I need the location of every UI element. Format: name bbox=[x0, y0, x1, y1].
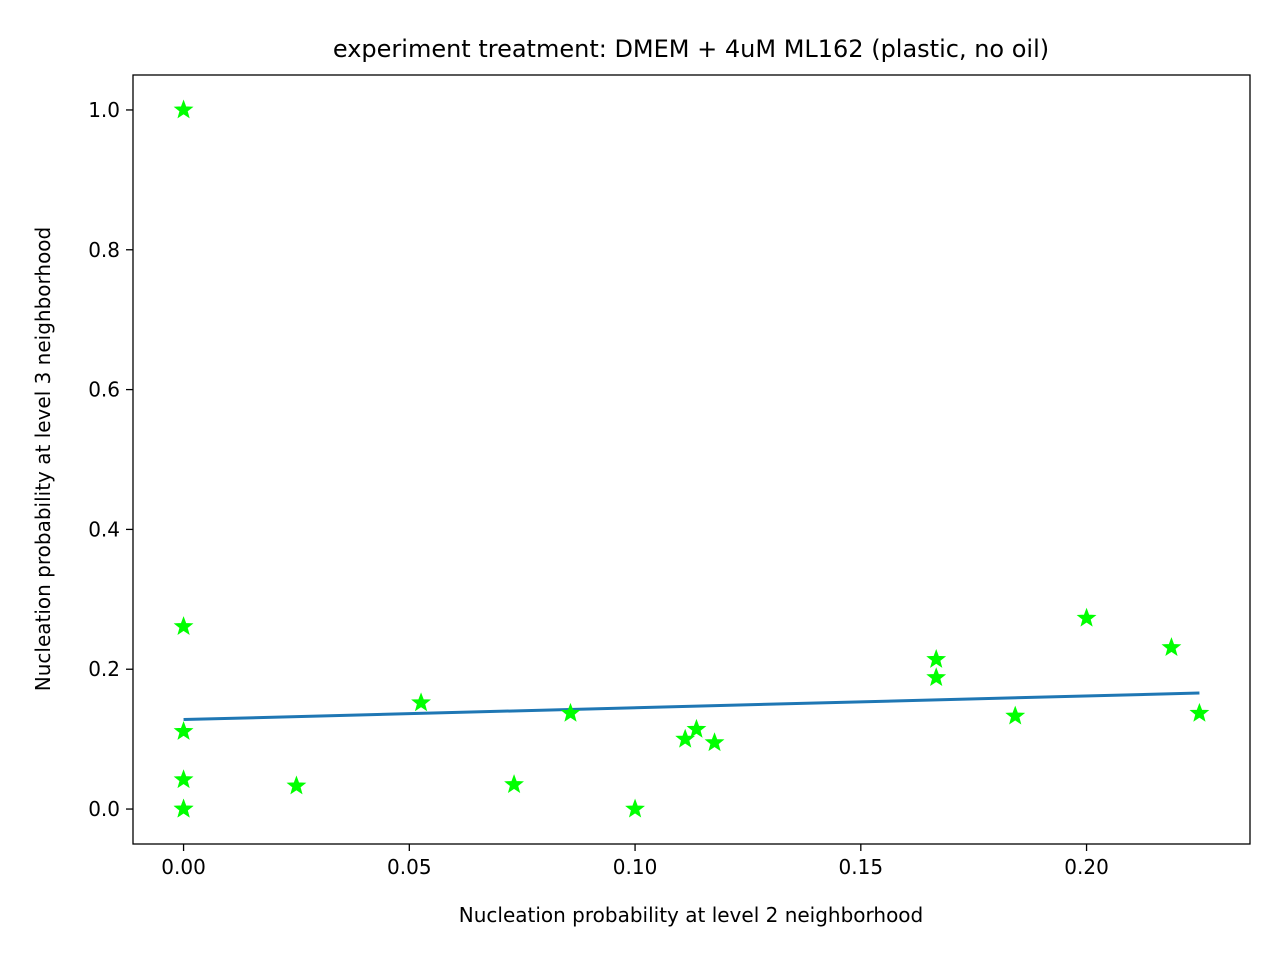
data-point bbox=[173, 616, 194, 636]
y-tick-label: 0.6 bbox=[88, 378, 120, 402]
y-tick-label: 0.0 bbox=[88, 797, 120, 821]
data-point bbox=[625, 798, 645, 818]
data-point bbox=[560, 702, 581, 722]
x-tick-label: 0.10 bbox=[613, 855, 658, 879]
data-point bbox=[704, 732, 725, 752]
x-tick-label: 0.00 bbox=[161, 855, 206, 879]
y-axis: 0.0 0.2 0.4 0.6 0.8 1.0 bbox=[88, 98, 133, 821]
y-axis-label: Nucleation probability at level 3 neighb… bbox=[31, 227, 55, 692]
data-point bbox=[173, 99, 194, 119]
y-tick-label: 0.8 bbox=[88, 238, 120, 262]
x-tick-label: 0.05 bbox=[387, 855, 432, 879]
y-tick-label: 0.2 bbox=[88, 657, 120, 681]
x-axis-label: Nucleation probability at level 2 neighb… bbox=[459, 903, 924, 927]
data-point bbox=[411, 692, 431, 712]
x-tick-label: 0.20 bbox=[1064, 855, 1109, 879]
y-tick-label: 1.0 bbox=[88, 98, 120, 122]
x-tick-label: 0.15 bbox=[839, 855, 884, 879]
data-point bbox=[1189, 702, 1210, 722]
data-point bbox=[173, 798, 194, 818]
fit-line bbox=[183, 691, 1200, 722]
data-point bbox=[926, 649, 947, 668]
data-point bbox=[675, 728, 696, 748]
data-point bbox=[1161, 637, 1182, 656]
data-point bbox=[173, 769, 194, 789]
chart-title: experiment treatment: DMEM + 4uM ML162 (… bbox=[333, 35, 1049, 63]
plot-area bbox=[173, 99, 1210, 818]
y-tick-label: 0.4 bbox=[88, 517, 120, 541]
data-point bbox=[504, 774, 524, 794]
x-axis: 0.00 0.05 0.10 0.15 0.20 bbox=[161, 844, 1109, 879]
data-point bbox=[1005, 705, 1026, 725]
data-point bbox=[1076, 607, 1097, 627]
data-point bbox=[286, 775, 307, 795]
data-point bbox=[926, 667, 947, 687]
plot-frame bbox=[132, 74, 1251, 845]
data-point bbox=[173, 721, 194, 740]
data-point bbox=[686, 718, 707, 738]
